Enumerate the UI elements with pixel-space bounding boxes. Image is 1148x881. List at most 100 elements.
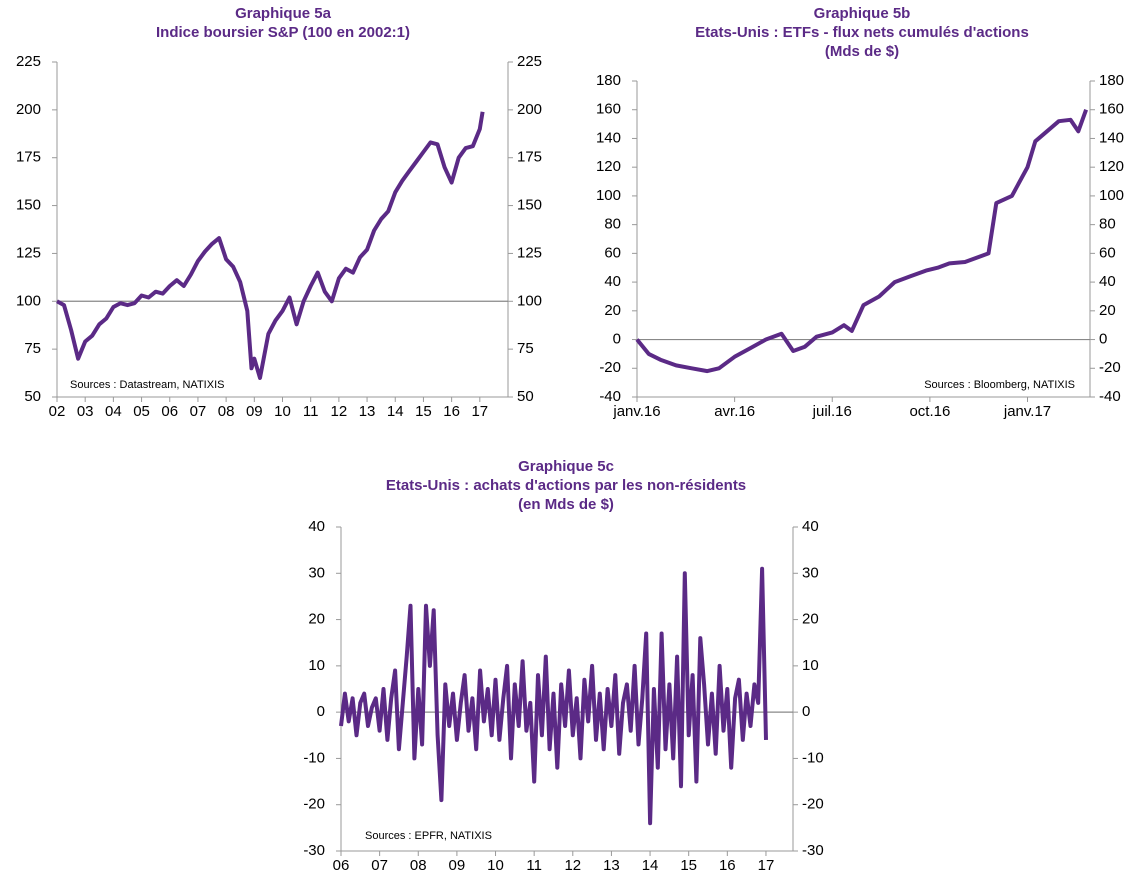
y-tick-label: 40 <box>604 273 621 290</box>
data-line <box>339 566 768 826</box>
y2-tick-label: -20 <box>802 796 824 813</box>
x-tick-label: 15 <box>415 403 432 420</box>
x-tick-label: 09 <box>449 857 466 874</box>
chart-subtitle: Etats-Unis : achats d'actions par les no… <box>386 477 746 494</box>
x-tick-label: 04 <box>105 403 122 420</box>
chart-subtitle: Etats-Unis : ETFs - flux nets cumulés d'… <box>695 24 1029 41</box>
x-tick-label: 13 <box>359 403 376 420</box>
y-tick-label: 0 <box>613 331 621 348</box>
y-tick-label: 125 <box>16 244 41 261</box>
x-tick-label: 11 <box>303 403 319 420</box>
y2-tick-label: -30 <box>802 842 824 859</box>
x-tick-label: oct.16 <box>909 403 950 420</box>
y-tick-label: 50 <box>24 388 41 405</box>
y-tick-label: 100 <box>16 292 41 309</box>
x-tick-label: 12 <box>331 403 348 420</box>
x-tick-label: 14 <box>387 403 404 420</box>
y2-tick-label: 60 <box>1099 244 1116 261</box>
y2-tick-label: 160 <box>1099 101 1124 118</box>
y-tick-label: 75 <box>24 340 41 357</box>
y-tick-label: 30 <box>308 564 325 581</box>
y-tick-label: 100 <box>596 187 621 204</box>
y-tick-label: 150 <box>16 197 41 214</box>
x-tick-label: 10 <box>274 403 291 420</box>
source-note: Sources : Bloomberg, NATIXIS <box>924 379 1075 391</box>
x-tick-label: 10 <box>487 857 504 874</box>
y-tick-label: -20 <box>599 359 621 376</box>
chart-title: Graphique 5a <box>235 5 332 22</box>
y2-tick-label: -40 <box>1099 388 1121 405</box>
y-tick-label: 60 <box>604 244 621 261</box>
y2-tick-label: 40 <box>802 518 819 535</box>
y2-tick-label: -20 <box>1099 359 1121 376</box>
y2-tick-label: 80 <box>1099 216 1116 233</box>
x-tick-label: 13 <box>603 857 620 874</box>
y-tick-label: 20 <box>604 302 621 319</box>
y2-tick-label: 175 <box>517 149 542 166</box>
x-tick-label: 17 <box>758 857 775 874</box>
y-tick-label: 200 <box>16 101 41 118</box>
x-tick-label: 02 <box>49 403 66 420</box>
y2-tick-label: 10 <box>802 657 819 674</box>
y2-tick-label: 20 <box>802 611 819 628</box>
y2-tick-label: 0 <box>1099 331 1107 348</box>
x-tick-label: 07 <box>371 857 388 874</box>
x-tick-label: 08 <box>410 857 427 874</box>
y-tick-label: 10 <box>308 657 325 674</box>
y2-tick-label: 150 <box>517 197 542 214</box>
x-tick-label: 06 <box>161 403 178 420</box>
x-tick-label: 07 <box>190 403 207 420</box>
y2-tick-label: 75 <box>517 340 534 357</box>
source-note: Sources : EPFR, NATIXIS <box>365 830 492 842</box>
y-tick-label: 160 <box>596 101 621 118</box>
y2-tick-label: 20 <box>1099 302 1116 319</box>
y-tick-label: -30 <box>303 842 325 859</box>
y-tick-label: -10 <box>303 749 325 766</box>
x-tick-label: 06 <box>333 857 350 874</box>
x-tick-label: 11 <box>526 857 542 874</box>
y-tick-label: 120 <box>596 158 621 175</box>
y2-tick-label: 30 <box>802 564 819 581</box>
data-line <box>56 111 485 380</box>
chart-subtitle: Indice boursier S&P (100 en 2002:1) <box>156 24 410 41</box>
y-tick-label: 180 <box>596 72 621 89</box>
y-tick-label: 20 <box>308 611 325 628</box>
x-tick-label: janv.17 <box>1003 403 1051 420</box>
y-tick-label: 140 <box>596 129 621 146</box>
x-tick-label: 15 <box>680 857 697 874</box>
y-tick-label: 0 <box>317 703 325 720</box>
x-tick-label: 08 <box>218 403 235 420</box>
x-tick-label: 12 <box>564 857 581 874</box>
x-tick-label: 05 <box>133 403 150 420</box>
y2-tick-label: 200 <box>517 101 542 118</box>
x-tick-label: 17 <box>471 403 488 420</box>
y2-tick-label: 140 <box>1099 129 1124 146</box>
y2-tick-label: 225 <box>517 53 542 70</box>
x-tick-label: avr.16 <box>714 403 755 420</box>
chart-subtitle: (Mds de $) <box>825 43 899 60</box>
chart-title: Graphique 5b <box>814 5 911 22</box>
y2-tick-label: 100 <box>1099 187 1124 204</box>
y2-tick-label: 180 <box>1099 72 1124 89</box>
y2-tick-label: 120 <box>1099 158 1124 175</box>
y-tick-label: -40 <box>599 388 621 405</box>
y-tick-label: 40 <box>308 518 325 535</box>
y2-tick-label: 0 <box>802 703 810 720</box>
source-note: Sources : Datastream, NATIXIS <box>70 379 224 391</box>
chart-title: Graphique 5c <box>518 458 614 475</box>
chart-subtitle: (en Mds de $) <box>518 496 614 513</box>
x-tick-label: juil.16 <box>812 403 852 420</box>
data-line <box>635 109 1088 374</box>
y-tick-label: 175 <box>16 149 41 166</box>
y-tick-label: -20 <box>303 796 325 813</box>
y2-tick-label: 40 <box>1099 273 1116 290</box>
x-tick-label: 14 <box>642 857 659 874</box>
x-tick-label: 16 <box>719 857 736 874</box>
x-tick-label: 16 <box>443 403 460 420</box>
y-tick-label: 225 <box>16 53 41 70</box>
y2-tick-label: -10 <box>802 749 824 766</box>
x-tick-label: janv.16 <box>612 403 660 420</box>
y-tick-label: 80 <box>604 216 621 233</box>
x-tick-label: 09 <box>246 403 263 420</box>
